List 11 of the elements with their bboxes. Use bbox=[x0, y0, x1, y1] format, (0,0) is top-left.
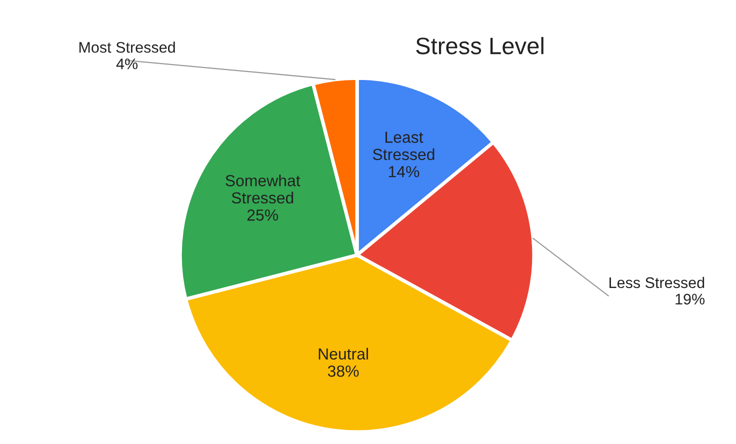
data-label: 19% bbox=[676, 294, 705, 305]
slice-label: Less Stressed bbox=[610, 276, 704, 288]
slice-label: Most Stressed bbox=[79, 42, 175, 53]
data-label: 14% bbox=[388, 166, 420, 178]
slice-label: Least Stressed bbox=[372, 132, 434, 160]
data-label: 38% bbox=[328, 365, 359, 377]
slice-label: Neutral bbox=[318, 348, 368, 360]
slice-label: Somewhat Stressed bbox=[226, 174, 300, 204]
data-label: 25% bbox=[247, 209, 278, 221]
chart-title: Stress Level bbox=[416, 36, 544, 54]
data-label: 4% bbox=[116, 58, 138, 70]
